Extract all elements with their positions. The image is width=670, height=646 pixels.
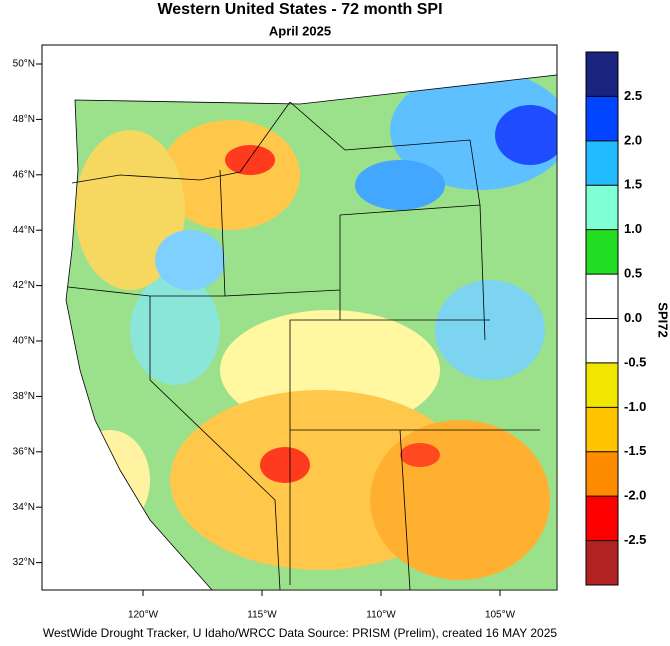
colorbar-bin (586, 318, 618, 363)
lat-label: 50°N (13, 59, 35, 70)
colorbar-bin (586, 540, 618, 585)
colorbar-label: -1.5 (624, 443, 646, 458)
footer: WestWide Drought Tracker, U Idaho/WRCC D… (43, 626, 558, 640)
colorbar-label: -0.5 (624, 354, 646, 369)
colorbar-label: 1.5 (624, 177, 642, 192)
colorbar-title: SPI72 (656, 302, 670, 337)
colorbar-bin (586, 362, 618, 408)
colorbar-bin (586, 140, 618, 186)
colorbar-bin (586, 229, 618, 275)
lat-label: 36°N (13, 446, 35, 457)
colorbar-label: 0.0 (624, 310, 642, 325)
colorbar-label: 0.5 (624, 266, 642, 281)
subtitle: April 2025 (269, 23, 331, 38)
colorbar-label: -2.5 (624, 532, 646, 547)
lon-label: 115°W (247, 610, 277, 621)
lon-label: 110°W (366, 610, 396, 621)
colorbar-bin (586, 52, 618, 97)
colorbar-bin (586, 96, 618, 141)
colorbar-label: -2.0 (624, 488, 646, 503)
lon-label: 120°W (128, 610, 159, 621)
colorbar-label: 2.0 (624, 132, 642, 147)
lat-label: 42°N (13, 280, 35, 291)
colorbar-label: -1.0 (624, 399, 646, 414)
colorbar-label: 1.0 (624, 221, 642, 236)
lat-label: 32°N (13, 557, 35, 568)
lon-label: 105°W (485, 610, 516, 621)
colorbar-bin (586, 496, 618, 541)
map (41, 44, 558, 591)
lat-label: 40°N (13, 336, 35, 347)
lat-label: 44°N (13, 225, 35, 236)
lat-label: 38°N (13, 391, 35, 402)
lat-label: 48°N (13, 114, 35, 125)
title: Western United States - 72 month SPI (157, 1, 442, 18)
colorbar-bin (586, 185, 618, 230)
colorbar-bin (586, 407, 618, 452)
colorbar-frame (585, 51, 619, 586)
lat-label: 46°N (13, 169, 35, 180)
colorbar-bin (586, 274, 618, 319)
lat-label: 34°N (13, 502, 35, 513)
colorbar-bin (586, 451, 618, 497)
colorbar-label: 2.5 (624, 88, 642, 103)
